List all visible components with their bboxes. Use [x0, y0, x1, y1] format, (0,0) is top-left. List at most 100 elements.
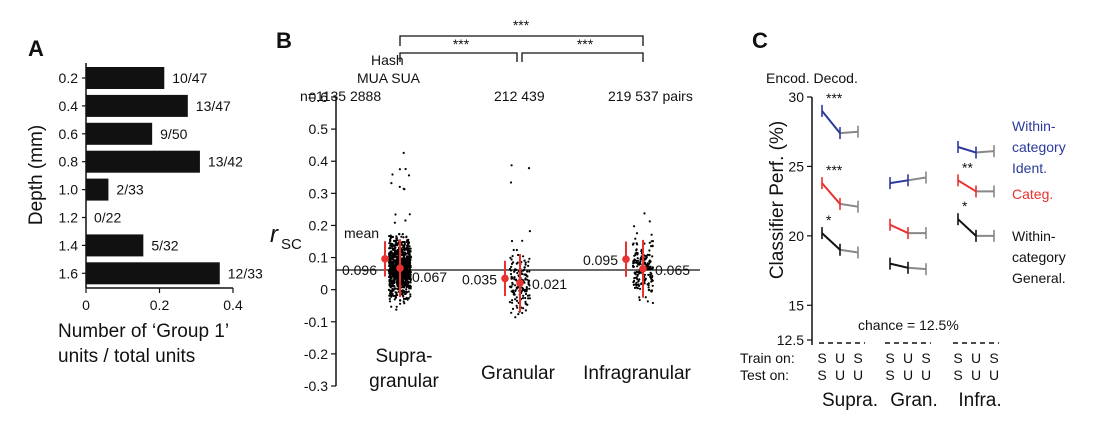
- sua-point: [389, 271, 392, 275]
- sua-point: [523, 266, 526, 269]
- sua-point: [525, 303, 528, 306]
- sua-point: [640, 282, 643, 286]
- sua-point: [528, 279, 531, 282]
- sua-point: [650, 233, 653, 236]
- sua-mean-marker: [639, 264, 647, 273]
- sua-point: [633, 279, 636, 282]
- sua-point: [392, 266, 395, 269]
- sua-point: [408, 266, 411, 269]
- encoding-line: [821, 182, 841, 205]
- sua-point: [515, 248, 519, 252]
- sua-point: [389, 236, 393, 239]
- encoding-line: [957, 218, 977, 237]
- sua-point: [647, 273, 650, 276]
- sua-point: [635, 284, 638, 287]
- count-infra: 219 537 pairs: [608, 88, 693, 104]
- sua-point: [391, 294, 394, 297]
- sua-point: [526, 270, 529, 273]
- sua-point: [397, 257, 400, 261]
- sua-point: [395, 256, 399, 259]
- sua-point: [390, 262, 393, 265]
- bar-count-label: 13/47: [196, 98, 231, 114]
- sua-point: [638, 298, 641, 302]
- sua-point: [394, 268, 397, 271]
- sua-point: [409, 293, 412, 296]
- sua-point: [394, 296, 397, 299]
- sua-point: [647, 284, 650, 287]
- test-condition: U: [903, 367, 913, 383]
- y-tick-label: 0: [320, 282, 328, 298]
- sua-point: [393, 255, 396, 258]
- sua-point: [634, 271, 637, 275]
- sua-point: [388, 262, 391, 265]
- sua-point: [398, 233, 401, 236]
- sua-point: [404, 247, 407, 250]
- sua-point: [650, 277, 653, 280]
- sua-point: [644, 278, 647, 281]
- sua-point: [398, 185, 401, 188]
- sua-point: [397, 287, 400, 290]
- sua-point: [406, 242, 409, 246]
- sua-point: [393, 221, 396, 224]
- sua-point: [407, 281, 410, 284]
- sua-point: [405, 270, 408, 273]
- sua-point: [509, 269, 513, 272]
- sua-point: [510, 301, 514, 304]
- sua-point: [639, 287, 642, 290]
- sua-point: [508, 301, 512, 304]
- sua-point: [514, 316, 517, 319]
- sua-point: [634, 253, 637, 257]
- depth-bar: [86, 122, 153, 145]
- mua-mean-marker: [381, 255, 389, 263]
- y-tick-label: 0.5: [309, 121, 329, 137]
- decoding-line: [839, 248, 859, 254]
- sua-point: [639, 258, 642, 261]
- sua-point: [632, 242, 635, 245]
- sua-point: [527, 167, 531, 170]
- sua-point: [399, 302, 402, 305]
- encoding-line: [957, 146, 977, 154]
- train-condition: S: [885, 350, 894, 366]
- sua-point: [514, 298, 517, 301]
- sua-point: [634, 259, 637, 262]
- sua-point: [395, 293, 398, 296]
- sua-point: [401, 262, 404, 265]
- sua-point: [649, 265, 652, 268]
- group-label-supra-2: granular: [369, 371, 439, 392]
- significance-stars: ***: [826, 90, 843, 106]
- sua-point: [510, 299, 514, 302]
- test-label: Test on:: [740, 367, 789, 383]
- depth-bar: [86, 178, 109, 201]
- group-label-gran: Granular: [481, 363, 556, 384]
- sua-point: [400, 250, 403, 254]
- decoding-line: [907, 266, 927, 271]
- sua-point: [646, 300, 649, 303]
- sua-point: [522, 294, 525, 297]
- depth-tick-label: 0.6: [59, 126, 79, 142]
- legend-entry: Within-: [1012, 118, 1056, 134]
- sua-point: [525, 286, 528, 289]
- sua-point: [402, 244, 405, 247]
- sua-point: [648, 249, 651, 252]
- sua-point: [396, 248, 400, 251]
- sua-point: [406, 239, 409, 242]
- sua-point: [510, 265, 513, 268]
- sua-point: [511, 283, 514, 286]
- depth-tick-label: 0.4: [59, 98, 79, 114]
- sua-point: [395, 281, 398, 284]
- sua-point: [402, 236, 405, 239]
- sua-point: [514, 284, 517, 287]
- test-condition: S: [817, 367, 826, 383]
- panel-a-y-label: Depth (mm): [26, 125, 47, 225]
- sua-point: [515, 286, 518, 289]
- count-supra: n=1135 2888: [300, 88, 381, 104]
- sua-point: [403, 282, 406, 285]
- sua-point: [524, 261, 527, 264]
- encoding-line: [889, 262, 909, 269]
- sua-point: [406, 276, 409, 279]
- sua-point: [409, 285, 412, 288]
- sua-point: [651, 255, 654, 258]
- sua-point: [511, 255, 514, 258]
- sua-point: [405, 285, 408, 289]
- sua-point: [403, 252, 406, 255]
